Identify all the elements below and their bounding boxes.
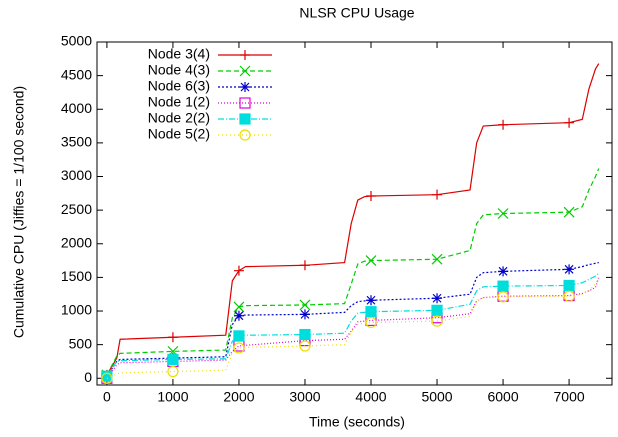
marker xyxy=(167,365,179,378)
marker xyxy=(366,191,377,202)
legend-label: Node 1(2) xyxy=(148,94,210,110)
legend-marker xyxy=(240,50,250,60)
marker xyxy=(233,301,245,313)
legend-marker xyxy=(239,129,251,141)
y-tick-label: 2500 xyxy=(61,201,92,217)
marker xyxy=(299,299,311,311)
marker xyxy=(233,265,244,276)
x-tick-label: 6000 xyxy=(487,389,518,405)
series-line xyxy=(106,275,600,379)
marker xyxy=(365,255,377,267)
marker xyxy=(432,293,443,304)
series-line xyxy=(106,168,600,376)
legend-marker xyxy=(239,97,251,109)
marker xyxy=(497,291,509,303)
x-tick-label: 0 xyxy=(103,389,111,405)
chart-title: NLSR CPU Usage xyxy=(299,5,414,21)
marker xyxy=(497,208,509,219)
marker xyxy=(498,266,509,277)
marker xyxy=(432,189,443,200)
x-tick-label: 3000 xyxy=(289,389,320,405)
x-tick-label: 5000 xyxy=(421,389,452,405)
legend-marker xyxy=(239,65,251,77)
marker xyxy=(167,353,179,366)
marker xyxy=(563,290,575,302)
marker xyxy=(366,295,377,306)
plot-frame xyxy=(96,41,613,386)
x-tick-label: 4000 xyxy=(355,389,386,405)
y-tick-label: 5000 xyxy=(61,33,92,49)
marker xyxy=(564,117,575,128)
marker xyxy=(365,306,377,318)
marker xyxy=(167,332,178,343)
marker xyxy=(299,340,311,352)
marker xyxy=(299,260,310,271)
marker xyxy=(233,330,245,342)
y-tick-label: 1500 xyxy=(61,268,92,284)
y-tick-label: 4000 xyxy=(61,100,92,116)
marker xyxy=(233,342,245,354)
y-tick-label: 2000 xyxy=(61,234,92,250)
y-tick-label: 3500 xyxy=(61,134,92,150)
marker xyxy=(563,279,575,292)
marker xyxy=(299,309,310,320)
y-tick-label: 0 xyxy=(84,369,92,385)
legend-label: Node 4(3) xyxy=(148,62,210,78)
legend-label: Node 5(2) xyxy=(148,126,210,142)
marker xyxy=(233,310,244,321)
x-tick-label: 2000 xyxy=(223,389,254,405)
marker xyxy=(497,280,509,292)
x-tick-label: 1000 xyxy=(157,389,188,405)
legend-label: Node 2(2) xyxy=(148,110,210,126)
legend-marker xyxy=(239,113,251,125)
legend-label: Node 3(4) xyxy=(148,46,210,62)
y-tick-label: 1000 xyxy=(61,302,92,318)
marker xyxy=(563,206,575,218)
y-axis-label: Cumulative CPU (Jiffies = 1/100 second) xyxy=(11,86,27,338)
marker xyxy=(299,328,311,341)
marker xyxy=(498,119,509,130)
marker xyxy=(101,372,113,384)
series-line xyxy=(106,277,600,379)
marker xyxy=(365,316,377,329)
marker xyxy=(564,264,575,275)
x-axis-label: Time (seconds) xyxy=(309,414,405,430)
marker xyxy=(431,304,443,316)
marker xyxy=(431,315,443,327)
marker xyxy=(431,253,443,265)
y-tick-label: 4500 xyxy=(61,66,92,82)
y-tick-label: 500 xyxy=(69,335,93,351)
legend-label: Node 6(3) xyxy=(148,78,210,94)
y-tick-label: 3000 xyxy=(61,167,92,183)
x-tick-label: 7000 xyxy=(554,389,585,405)
legend-marker xyxy=(240,82,250,92)
